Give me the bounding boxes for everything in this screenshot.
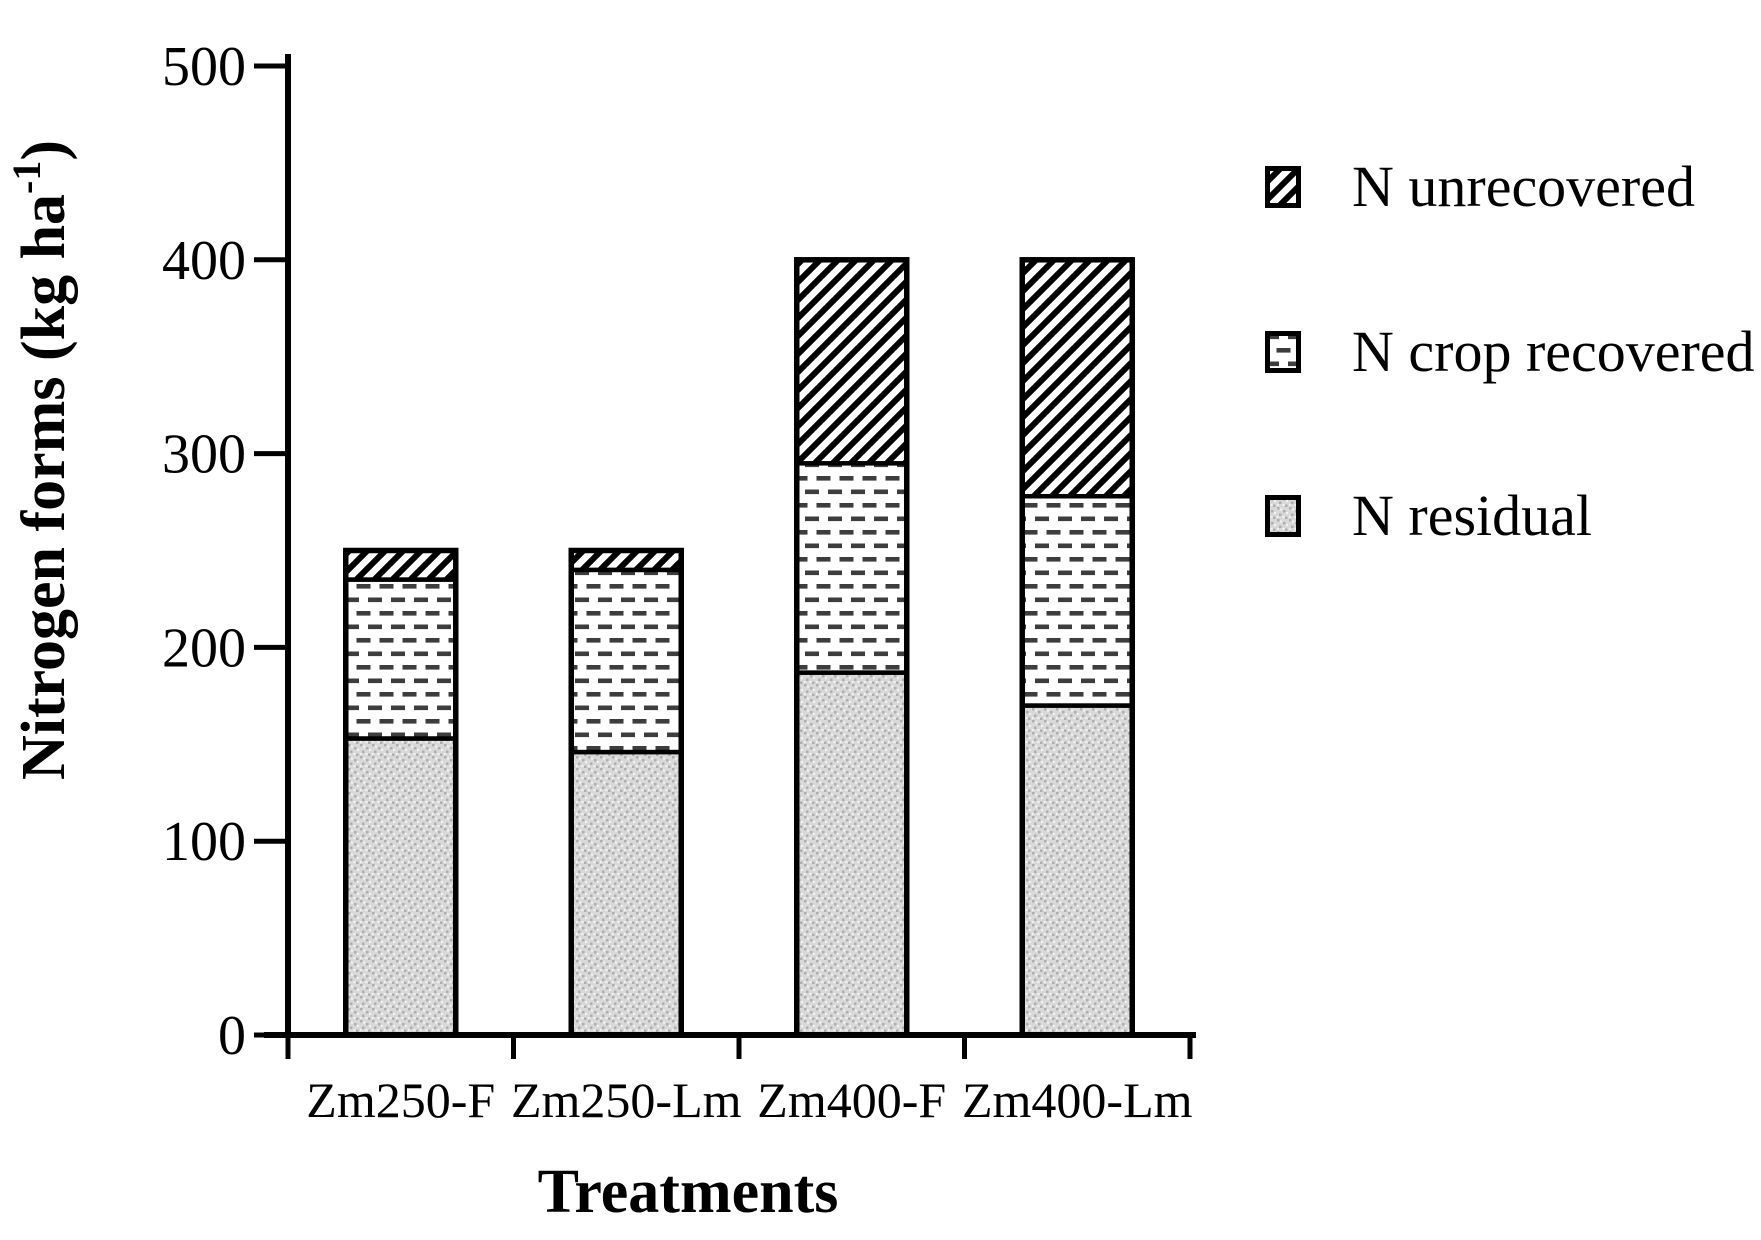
y-tick-label-0: 0 [218, 1005, 246, 1067]
y-tick-label-100: 100 [162, 811, 246, 873]
bar-segment-zm400-lm-n-unrecovered [1020, 257, 1135, 499]
y-tick-label-300: 300 [162, 424, 246, 486]
axis-labels-group: 0 100 200 300 400 500 Zm250-F Zm250-Lm Zm400-F Zm… [4, 36, 1193, 1226]
bar-segment-zm400-lm-n-residual [1020, 703, 1135, 1038]
legend-label-n-crop-recovered: N crop recovered [1352, 319, 1755, 384]
bar-segment-zm400-lm-n-crop-recovered [1020, 493, 1135, 708]
bar-segment-zm250-f-n-residual [343, 736, 458, 1038]
x-category-label-zm250-lm: Zm250-Lm [511, 1072, 742, 1128]
axes-group [254, 54, 1196, 1059]
bar-segment-zm250-lm-n-unrecovered [569, 548, 684, 573]
y-tick-label-400: 400 [162, 230, 246, 292]
legend-item-n-crop-recovered: N crop recovered [1265, 323, 1755, 381]
x-category-label-zm400-f: Zm400-F [757, 1072, 946, 1128]
bar-segment-zm400-f-n-residual [794, 670, 909, 1038]
bar-segment-zm250-lm-n-crop-recovered [569, 567, 684, 755]
legend-item-n-residual: N residual [1265, 487, 1592, 545]
bars-group [343, 257, 1135, 1038]
bar-segment-zm250-lm-n-residual [569, 749, 684, 1038]
legend-label-n-unrecovered: N unrecovered [1352, 154, 1695, 219]
legend-item-n-unrecovered: N unrecovered [1265, 158, 1695, 216]
legend-swatch-dashes-icon [1265, 331, 1301, 373]
y-tick-label-500: 500 [162, 36, 246, 98]
legend-swatch-stipple-icon [1265, 495, 1301, 537]
legend-label-n-residual: N residual [1352, 483, 1592, 548]
bar-segment-zm250-f-n-crop-recovered [343, 577, 458, 741]
bar-segment-zm400-f-n-unrecovered [794, 257, 909, 466]
x-axis-title: Treatments [538, 1158, 839, 1226]
y-tick-label-200: 200 [162, 617, 246, 679]
legend-swatch-hatch-icon [1265, 166, 1301, 208]
y-axis-title: Nitrogen forms (kg ha-1) [4, 140, 78, 780]
x-category-label-zm250-f: Zm250-F [306, 1072, 495, 1128]
x-category-label-zm400-lm: Zm400-Lm [962, 1072, 1193, 1128]
bar-segment-zm400-f-n-crop-recovered [794, 461, 909, 675]
bar-segment-zm250-f-n-unrecovered [343, 548, 458, 582]
